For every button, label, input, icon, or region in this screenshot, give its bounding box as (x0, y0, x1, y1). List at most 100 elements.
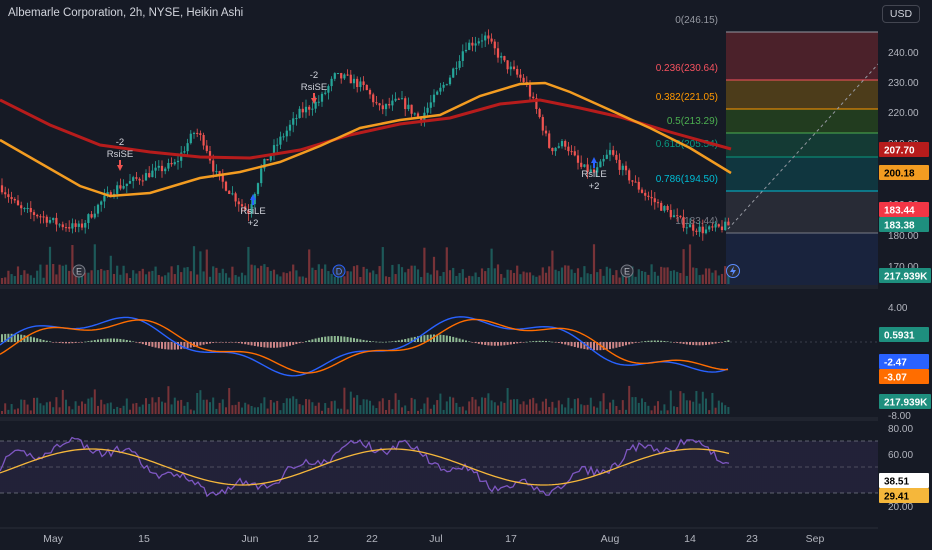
macd-histogram-bar (503, 342, 506, 346)
macd-histogram-bar (567, 342, 570, 346)
volume-bar (525, 272, 528, 284)
svg-text:-2.47: -2.47 (884, 358, 907, 369)
volume-bar (272, 269, 276, 284)
macd-histogram-bar (340, 336, 343, 342)
candle-body (80, 223, 84, 228)
macd-volume-bar (330, 401, 333, 414)
macd-histogram-bar (564, 342, 567, 345)
macd-volume-bar (77, 405, 80, 414)
macd-volume-bar (663, 404, 666, 414)
volume-bar (269, 270, 272, 284)
candle-body (234, 193, 237, 202)
macd-volume-bar (445, 401, 448, 414)
macd-volume-bar (714, 407, 717, 414)
macd-volume-bar (202, 399, 205, 414)
macd-volume-bar (529, 399, 531, 414)
macd-volume-bar (458, 406, 461, 414)
macd-histogram-bar (650, 340, 653, 342)
macd-histogram-bar (561, 342, 563, 344)
macd-histogram-bar (52, 342, 55, 343)
candle-body (352, 78, 356, 84)
macd-volume-bar (676, 407, 679, 414)
macd-volume-bar (276, 400, 279, 414)
candle-body (205, 145, 208, 152)
volume-bar (116, 265, 119, 284)
macd-signal-tag: -3.07 (879, 369, 929, 384)
svg-text:217.939K: 217.939K (884, 272, 928, 283)
candle-body (589, 169, 592, 172)
time-axis[interactable]: May 15 Jun 12 22 Jul 17 Aug 14 23 Sep (43, 533, 824, 545)
volume-bar (557, 271, 560, 284)
candle-body (551, 147, 554, 152)
macd-volume-bar (183, 405, 186, 414)
macd-volume-bar (561, 404, 563, 414)
macd-histogram-bar (615, 342, 618, 348)
macd-histogram-bar (545, 341, 547, 342)
candle-body (45, 216, 48, 223)
macd-volume-bar (305, 399, 307, 414)
candle-body (272, 145, 276, 155)
macd-volume-bar (87, 398, 90, 414)
macd-histogram-bar (375, 341, 378, 343)
macd-volume-bar (391, 409, 394, 414)
macd-volume-bar (500, 401, 503, 414)
macd-histogram-bar (465, 340, 467, 342)
macd-volume-bar (429, 408, 432, 414)
macd-histogram-bar (529, 341, 531, 343)
volume-bar (186, 267, 189, 284)
volume-bar (160, 276, 164, 284)
volume-bar (295, 270, 298, 284)
candle-body (212, 160, 215, 172)
event-marker[interactable]: D (332, 264, 346, 278)
lightning-icon[interactable] (726, 264, 740, 278)
macd-histogram-bar (250, 342, 253, 346)
macd-volume-bar (279, 410, 282, 414)
macd-histogram-bar (170, 342, 173, 350)
volume-bar (29, 275, 32, 284)
macd-volume-bar (532, 397, 535, 414)
volume-bar (612, 275, 615, 284)
volume-bar (621, 268, 624, 284)
volume-bar (42, 277, 45, 284)
fibonacci-retracement[interactable] (726, 31, 881, 285)
event-marker[interactable]: E (620, 264, 634, 278)
macd-histogram-bar (721, 342, 723, 343)
event-marker[interactable]: E (72, 264, 86, 278)
macd-volume-bar (193, 410, 195, 414)
volume-bar (391, 264, 394, 284)
macd-histogram-bar (209, 342, 211, 344)
macd-volume-bar (93, 389, 96, 414)
volume-bar (180, 272, 183, 284)
macd-histogram-bar (65, 342, 67, 344)
rsi-pane[interactable] (0, 436, 878, 498)
candle-body (647, 195, 650, 197)
macd-volume-bar (109, 402, 112, 414)
volume-tag: 217.939K (879, 268, 931, 283)
heikin-ashi-candles[interactable] (0, 29, 730, 241)
candle-body (516, 68, 519, 75)
volume-bar (669, 270, 672, 284)
candle-body (365, 84, 368, 91)
macd-histogram-bar (324, 336, 327, 342)
macd-volume-bar (689, 400, 691, 414)
volume-bars (0, 244, 730, 284)
candle-body (221, 174, 224, 182)
signal-label: RsiSE (301, 82, 327, 93)
macd-volume-bar (625, 409, 627, 414)
currency-button[interactable]: USD (882, 5, 920, 23)
macd-pane[interactable] (0, 316, 878, 414)
candle-body (138, 178, 141, 181)
candle-body (189, 133, 192, 144)
macd-volume-bar (580, 404, 583, 414)
candle-body (29, 208, 32, 213)
candle-body (202, 134, 205, 146)
macd-histogram-bar (436, 334, 439, 342)
macd-histogram-bar (119, 338, 122, 342)
time-tick: 14 (684, 533, 696, 545)
volume-bar (711, 272, 714, 284)
macd-histogram-bar (538, 340, 541, 342)
macd-histogram-bar (618, 342, 621, 347)
volume-bar (228, 277, 231, 284)
volume-bar (208, 276, 212, 284)
